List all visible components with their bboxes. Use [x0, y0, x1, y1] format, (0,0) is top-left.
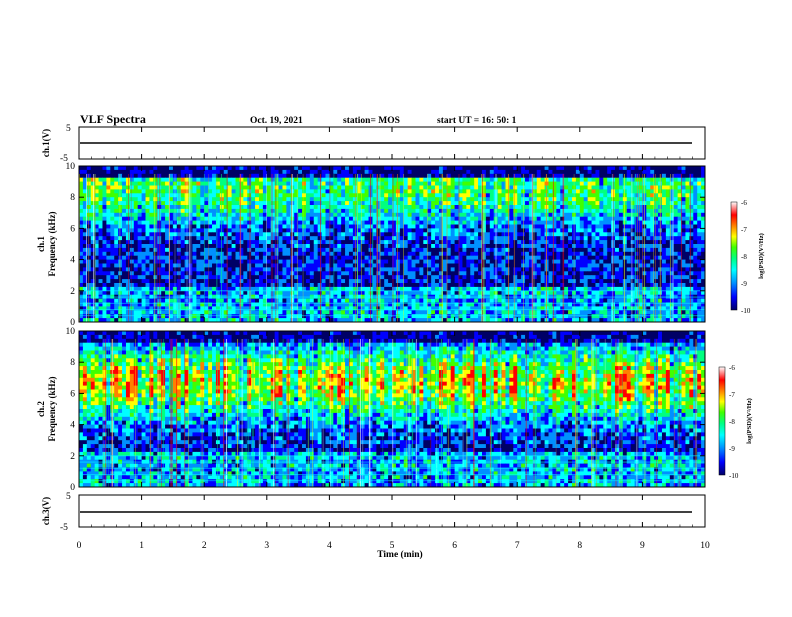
ch2-spec-ylabel: Frequency (kHz)	[47, 376, 57, 441]
cb1-tick: -10	[741, 307, 751, 315]
date-label: Oct. 19, 2021	[250, 116, 303, 126]
frequency-tick-label: 4	[70, 256, 75, 266]
ch3-ytick-top: 5	[66, 492, 71, 502]
ch1-waveform-panel: 5 -5 ch.1(V)	[41, 124, 705, 164]
frequency-tick-label: 8	[70, 358, 75, 368]
cb2-tick: -9	[729, 445, 735, 453]
time-tick-label: 1	[139, 541, 144, 551]
cb1-tick: -9	[741, 280, 747, 288]
time-tick-label: 3	[264, 541, 269, 551]
frequency-tick-label: 10	[66, 327, 76, 337]
station-label: station= MOS	[343, 116, 400, 126]
ch2-spectrogram-image	[79, 331, 705, 487]
cb1-tick: -7	[741, 226, 747, 234]
time-tick-label: 0	[77, 541, 82, 551]
cb2-label: log(PSD)(V²/Hz)	[746, 398, 753, 444]
cb2-tick: -6	[729, 364, 735, 372]
time-tick-label: 8	[577, 541, 582, 551]
ch3-ytick-bottom: -5	[60, 523, 68, 533]
ch1-ylabel: ch.1(V)	[41, 129, 51, 157]
ch3-ylabel: ch.3(V)	[41, 497, 51, 525]
frequency-tick-label: 0	[70, 483, 75, 493]
time-tick-label: 4	[327, 541, 332, 551]
frequency-tick-label: 2	[70, 287, 75, 297]
frequency-tick-label: 4	[70, 421, 75, 431]
cb2-tick: -10	[729, 472, 739, 480]
cb1-tick: -6	[741, 199, 747, 207]
time-tick-label: 6	[452, 541, 457, 551]
ch1-ytick-top: 5	[66, 124, 71, 134]
frequency-tick-label: 6	[70, 389, 75, 399]
cb2-tick: -7	[729, 391, 735, 399]
time-tick-label: 9	[640, 541, 645, 551]
frequency-tick-label: 10	[66, 162, 76, 172]
figure-title: VLF Spectra	[80, 112, 146, 126]
cb1-label: log(PSD)(V²/Hz)	[758, 233, 765, 279]
ch1-colorbar: -6 -7 -8 -9 -10 log(PSD)(V²/Hz)	[731, 199, 765, 315]
ch3-waveform-panel: 5 -5 ch.3(V)	[41, 492, 705, 533]
start-time-label: start UT = 16: 50: 1	[437, 116, 517, 126]
time-tick-label: 2	[202, 541, 207, 551]
cb1-tick: -8	[741, 253, 747, 261]
ch1-spec-ylabel: Frequency (kHz)	[47, 211, 57, 276]
ch2-spectrogram-panel: ch.2 Frequency (kHz) 0 2 4 6 8 10	[36, 327, 705, 493]
frequency-tick-label: 6	[70, 224, 75, 234]
frequency-tick-label: 8	[70, 193, 75, 203]
cb2-tick: -8	[729, 418, 735, 426]
time-axis-label: Time (min)	[377, 549, 422, 560]
time-tick-label: 7	[515, 541, 520, 551]
time-tick-label: 10	[700, 541, 710, 551]
frequency-tick-label: 2	[70, 452, 75, 462]
ch2-colorbar: -6 -7 -8 -9 -10 log(PSD)(V²/Hz)	[719, 364, 753, 480]
ch1-spec-ylabel-top: ch.1	[36, 236, 46, 252]
ch1-spectrogram-image	[79, 166, 705, 322]
ch2-spec-ylabel-top: ch.2	[36, 401, 46, 417]
